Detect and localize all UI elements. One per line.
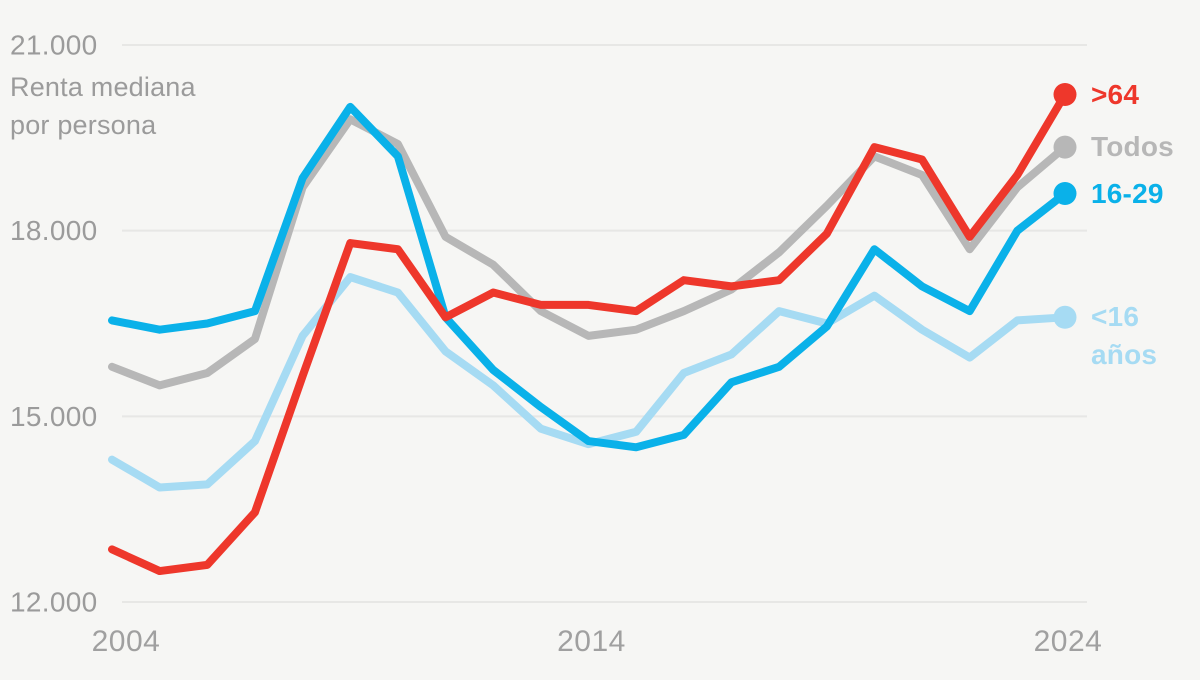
series-end-label-line: 16-29	[1091, 177, 1164, 209]
y-tick-label: 18.000	[10, 215, 97, 246]
x-tick-label: 2024	[1034, 625, 1103, 658]
series-end-label: 16-29	[1091, 175, 1164, 213]
x-axis-tick-labels: 2004 2014 2024	[92, 625, 1103, 658]
series-end-label: <16 años	[1091, 298, 1157, 374]
series-end-label: Todos	[1091, 128, 1174, 166]
chart-title: Renta mediana por persona	[10, 68, 196, 144]
series-end-dot	[1053, 83, 1077, 107]
series-end-dot	[1053, 135, 1077, 159]
series-end-label-line: Todos	[1091, 131, 1174, 163]
series-end-label-line: >64	[1091, 78, 1140, 110]
y-tick-label: 15.000	[10, 401, 97, 432]
series-line	[108, 102, 1069, 452]
x-tick-label: 2004	[92, 625, 161, 658]
chart-title-line2: por persona	[10, 110, 157, 140]
x-tick-label: 2014	[557, 625, 626, 658]
y-axis-tick-labels: 21.000 18.000 15.000 12.000	[10, 30, 97, 618]
y-tick-label: 21.000	[10, 30, 97, 61]
series-end-dot	[1053, 305, 1077, 329]
series-lines	[108, 90, 1069, 576]
chart-title-line1: Renta mediana	[10, 72, 196, 102]
series-end-dot	[1053, 182, 1077, 206]
series-end-label-line: <16	[1091, 301, 1140, 333]
y-tick-label: 12.000	[10, 587, 97, 618]
gridlines	[122, 44, 1087, 603]
series-line	[108, 115, 1069, 390]
series-end-label: >64	[1091, 76, 1139, 114]
series-end-dots	[1053, 83, 1077, 329]
series-line	[108, 90, 1069, 576]
series-end-label-line: años	[1091, 339, 1158, 371]
